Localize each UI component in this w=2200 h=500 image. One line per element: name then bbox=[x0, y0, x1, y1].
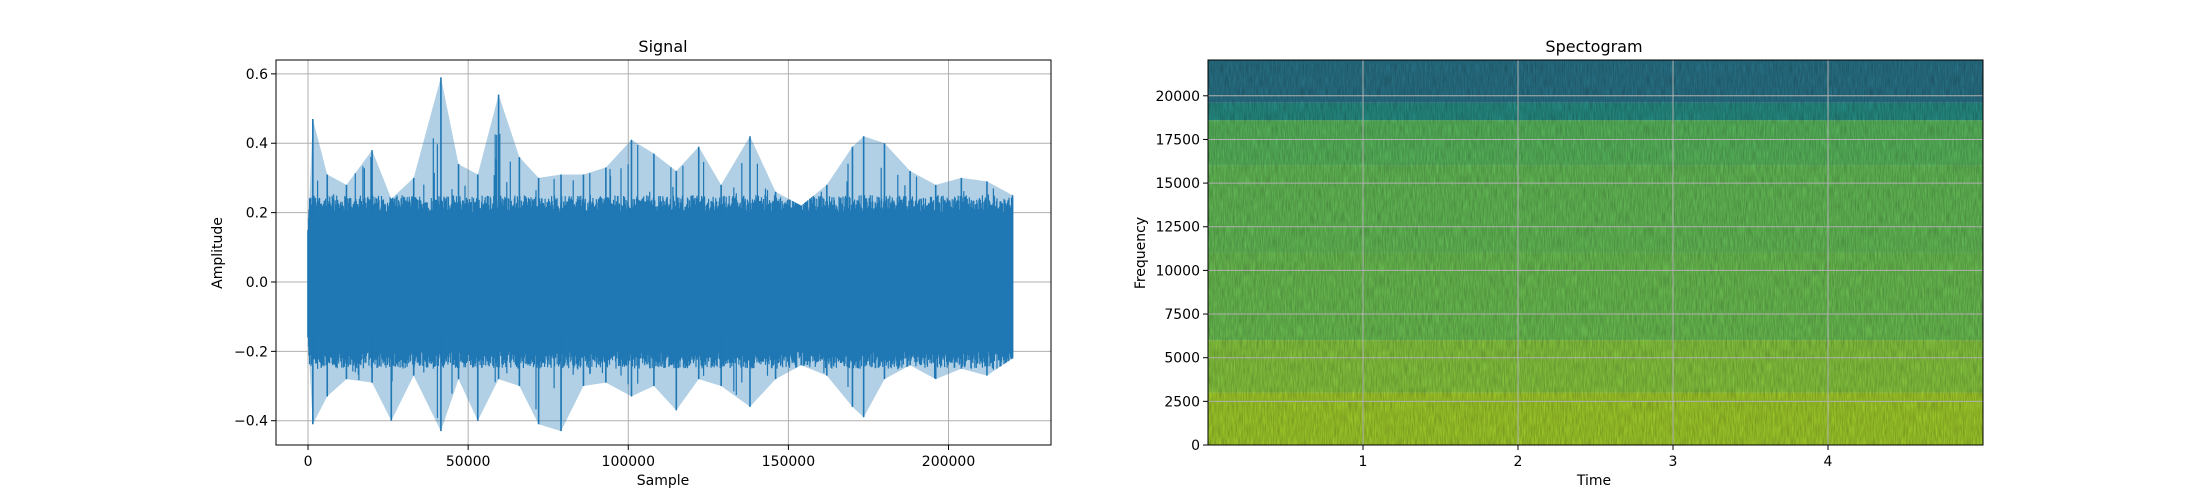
spectrogram-image bbox=[1208, 60, 1983, 445]
signal-ytick-label: 0.0 bbox=[246, 275, 268, 291]
spectrogram-grid bbox=[1208, 60, 1983, 446]
signal-axes-frame bbox=[275, 59, 1052, 446]
spectrogram-texture bbox=[1208, 60, 1983, 445]
signal-plot-area bbox=[307, 77, 1014, 432]
signal-core-band bbox=[308, 223, 1013, 335]
spectrogram-ytick-label: 12500 bbox=[1155, 220, 1200, 236]
spectrogram-chart: Spectogram 1 2 3 4 0 2500 5000 7500 10000 12500 15… bbox=[1133, 37, 1984, 489]
signal-chart: Signal 0 50000 100000 150000 200000−0.4−0.20… bbox=[210, 37, 1052, 489]
signal-ytick-label: −0.2 bbox=[234, 344, 268, 360]
spectrogram-xtick-label: 3 bbox=[1669, 454, 1678, 470]
signal-xtick-label: 0 bbox=[304, 454, 313, 470]
signal-ytick-label: −0.4 bbox=[234, 414, 268, 430]
spectrogram-ytick-label: 17500 bbox=[1155, 132, 1200, 148]
spectrogram-ylabel: Frequency bbox=[1133, 217, 1149, 289]
signal-ytick-label: 0.4 bbox=[246, 136, 268, 152]
signal-xtick-label: 200000 bbox=[922, 454, 975, 470]
signal-ticks: 0 50000 100000 150000 200000 −0.4 −0.2 0.0 0.2 0.… bbox=[234, 67, 975, 470]
spectrogram-ticks: 1 2 3 4 0 2500 5000 7500 10000 12500 15000 17500 200… bbox=[1155, 89, 1832, 470]
spectrogram-xtick-label: 1 bbox=[1359, 454, 1368, 470]
spectrogram-ytick-label: 0 bbox=[1191, 438, 1200, 454]
signal-xlabel: Sample bbox=[637, 473, 690, 489]
signal-title: Signal bbox=[638, 37, 687, 56]
signal-ylabel: Amplitude bbox=[210, 217, 226, 289]
spectrogram-ytick-label: 10000 bbox=[1155, 263, 1200, 279]
spectrogram-axes-frame bbox=[1207, 59, 1984, 446]
spectrogram-ytick-label: 5000 bbox=[1164, 351, 1200, 367]
spectrogram-ytick-label: 15000 bbox=[1155, 176, 1200, 192]
spectrogram-title: Spectogram bbox=[1545, 37, 1642, 56]
signal-xtick-label: 150000 bbox=[762, 454, 815, 470]
spectrogram-ytick-label: 20000 bbox=[1155, 89, 1200, 105]
signal-xtick-label: 50000 bbox=[446, 454, 491, 470]
signal-xtick-label: 100000 bbox=[602, 454, 655, 470]
spectrogram-ytick-label: 7500 bbox=[1164, 307, 1200, 323]
spectrogram-xlabel: Time bbox=[1576, 473, 1611, 489]
signal-ytick-label: 0.2 bbox=[246, 206, 268, 222]
spectrogram-xtick-label: 4 bbox=[1824, 454, 1833, 470]
spectrogram-xtick-label: 2 bbox=[1514, 454, 1523, 470]
spectrogram-ytick-label: 2500 bbox=[1164, 394, 1200, 410]
signal-ytick-label: 0.6 bbox=[246, 67, 268, 83]
